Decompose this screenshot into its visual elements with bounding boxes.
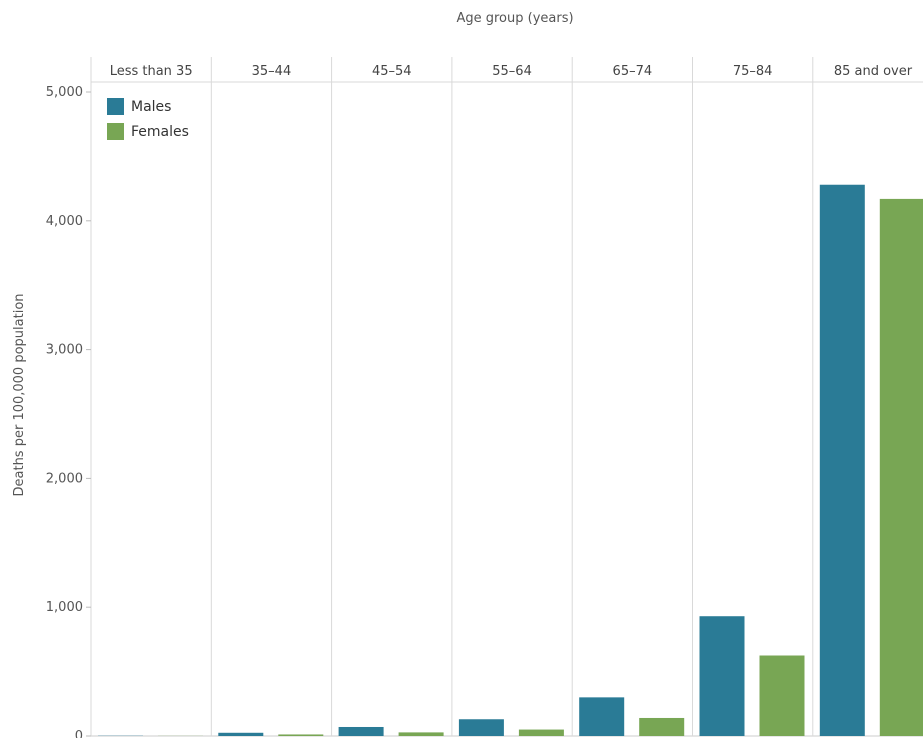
male-bar <box>820 185 865 736</box>
category-label: 85 and over <box>834 64 913 79</box>
male-bar <box>700 616 745 736</box>
category-header-row: Less than 35 35–44 45–54 55–64 65–74 75–84 85 … <box>91 64 923 82</box>
category-label: 75–84 <box>733 64 773 79</box>
y-tick-label: 2,000 <box>46 471 83 486</box>
female-bar <box>880 199 923 736</box>
male-bar <box>339 727 384 736</box>
category-label: 35–44 <box>252 64 292 79</box>
bars <box>98 185 923 736</box>
female-bar <box>399 732 444 736</box>
category-label: 45–54 <box>372 64 412 79</box>
legend-swatch <box>107 98 124 115</box>
female-bar <box>278 734 323 736</box>
y-tick-label: 3,000 <box>46 343 83 358</box>
category-label: Less than 35 <box>110 64 193 79</box>
legend: Males Females <box>107 98 189 140</box>
column-header-title: Age group (years) <box>456 11 573 26</box>
female-bar <box>519 730 564 736</box>
legend-label: Females <box>131 124 189 140</box>
legend-label: Males <box>131 99 171 115</box>
male-bar <box>579 697 624 736</box>
male-bar <box>218 733 263 736</box>
legend-swatch <box>107 123 124 140</box>
male-bar <box>459 719 504 736</box>
category-label: 65–74 <box>613 64 653 79</box>
panel-dividers <box>91 57 923 736</box>
y-axis-title: Deaths per 100,000 population <box>12 293 27 496</box>
y-tick-label: 1,000 <box>46 600 83 615</box>
category-label: 55–64 <box>492 64 532 79</box>
y-tick-label: 5,000 <box>46 85 83 100</box>
y-axis-ticks: 0 1,000 2,000 3,000 4,000 5,000 <box>46 85 91 738</box>
y-tick-label: 4,000 <box>46 214 83 229</box>
y-tick-label: 0 <box>75 729 83 738</box>
female-bar <box>760 656 805 737</box>
female-bar <box>639 718 684 736</box>
